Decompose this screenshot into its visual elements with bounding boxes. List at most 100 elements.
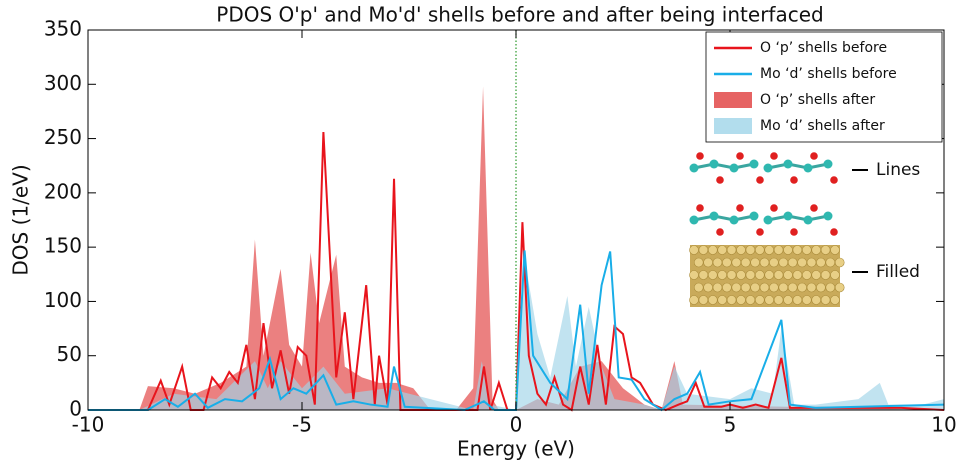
legend-label: O ‘p’ shells after <box>760 92 875 108</box>
substrate-atom <box>754 270 765 280</box>
legend-label: Mo ‘d’ shells after <box>760 118 885 134</box>
mo-atom <box>689 163 699 173</box>
substrate-atom <box>769 282 779 293</box>
x-tick-label: 5 <box>724 413 737 437</box>
substrate-atom <box>783 245 793 255</box>
substrate-atom <box>712 257 723 268</box>
substrate-atom <box>726 245 737 255</box>
substrate-atom <box>740 257 751 268</box>
mo-atom <box>783 211 793 221</box>
mo-atom <box>749 211 759 221</box>
substrate-atom <box>736 245 746 255</box>
substrate-atom <box>703 282 713 293</box>
o-atom <box>696 204 704 212</box>
annotation: Lines <box>876 160 920 180</box>
mo-atom <box>763 163 773 173</box>
x-tick-label: -5 <box>292 413 312 437</box>
substrate-atom <box>712 282 723 293</box>
o-atom <box>790 176 798 184</box>
substrate-atom <box>698 270 709 280</box>
substrate-atom <box>693 282 704 293</box>
legend-label: Mo ‘d’ shells before <box>760 66 897 82</box>
substrate-atom <box>731 257 742 268</box>
substrate-atom <box>792 295 803 305</box>
substrate-atom <box>806 282 817 293</box>
substrate-atom <box>773 295 784 305</box>
mo-atom <box>749 159 759 169</box>
substrate-atom <box>820 270 831 280</box>
x-axis-label: Energy (eV) <box>457 437 575 461</box>
mo-atom <box>823 159 833 169</box>
substrate-atom <box>736 270 746 280</box>
mo-atom <box>823 211 833 221</box>
chart-title: PDOS O'p' and Mo'd' shells before and af… <box>216 3 823 27</box>
mo-atom <box>709 159 719 169</box>
line <box>88 132 945 412</box>
substrate-atom <box>787 282 798 293</box>
substrate-atom <box>707 245 718 255</box>
mo-atom <box>709 211 719 221</box>
substrate-atom <box>717 295 728 305</box>
substrate-atom <box>689 295 699 305</box>
substrate-atom <box>792 270 803 280</box>
substrate-atom <box>745 270 756 280</box>
y-axis-label: DOS (1/eV) <box>9 164 33 275</box>
y-tick-label: 100 <box>44 288 82 312</box>
o-atom <box>756 228 764 236</box>
substrate-atom <box>717 245 728 255</box>
substrate-atom <box>707 270 718 280</box>
substrate-atom <box>693 257 704 268</box>
o-atom <box>810 204 818 212</box>
y-tick-label: 250 <box>44 125 82 149</box>
substrate-atom <box>825 282 836 293</box>
substrate-atom <box>764 245 775 255</box>
o-atom <box>696 152 704 160</box>
annotation: Filled <box>876 262 920 282</box>
substrate-atom <box>707 295 718 305</box>
substrate-atom <box>745 295 756 305</box>
y-tick-label: 350 <box>44 17 82 41</box>
o-atom <box>736 152 744 160</box>
substrate-atom <box>773 270 784 280</box>
substrate-atom <box>801 245 812 255</box>
substrate-atom <box>754 295 765 305</box>
substrate-atom <box>717 270 728 280</box>
y-tick-label: 50 <box>57 342 82 366</box>
substrate-atom <box>811 295 822 305</box>
o-atom <box>830 228 838 236</box>
substrate-atom <box>698 245 709 255</box>
substrate-atom <box>731 282 742 293</box>
substrate-atom <box>736 295 746 305</box>
o-atom <box>790 228 798 236</box>
substrate-atom <box>811 270 822 280</box>
substrate-atom <box>778 257 789 268</box>
substrate-atom <box>769 257 779 268</box>
bond <box>767 214 829 222</box>
substrate-atom <box>797 282 807 293</box>
substrate-atom <box>726 270 737 280</box>
substrate-atom <box>726 295 737 305</box>
mo-atom <box>803 215 813 225</box>
substrate-atom <box>820 295 831 305</box>
bond <box>767 162 829 170</box>
mo-atom <box>729 215 739 225</box>
substrate-atom <box>689 270 699 280</box>
substrate-atom <box>759 257 770 268</box>
y-tick-label: 150 <box>44 234 82 258</box>
substrate-atom <box>722 282 732 293</box>
substrate-atom <box>703 257 713 268</box>
substrate-atom <box>816 282 826 293</box>
substrate-atom <box>830 245 840 255</box>
substrate-atom <box>830 270 840 280</box>
substrate-atom <box>764 295 775 305</box>
y-tick-label: 0 <box>69 397 82 421</box>
substrate-atom <box>750 282 760 293</box>
substrate-atom <box>759 282 770 293</box>
mo-atom <box>689 215 699 225</box>
substrate-atom <box>825 257 836 268</box>
substrate-atom <box>764 270 775 280</box>
x-tick-label: 10 <box>931 413 956 437</box>
substrate-atom <box>806 257 817 268</box>
x-tick-label: 0 <box>510 413 523 437</box>
